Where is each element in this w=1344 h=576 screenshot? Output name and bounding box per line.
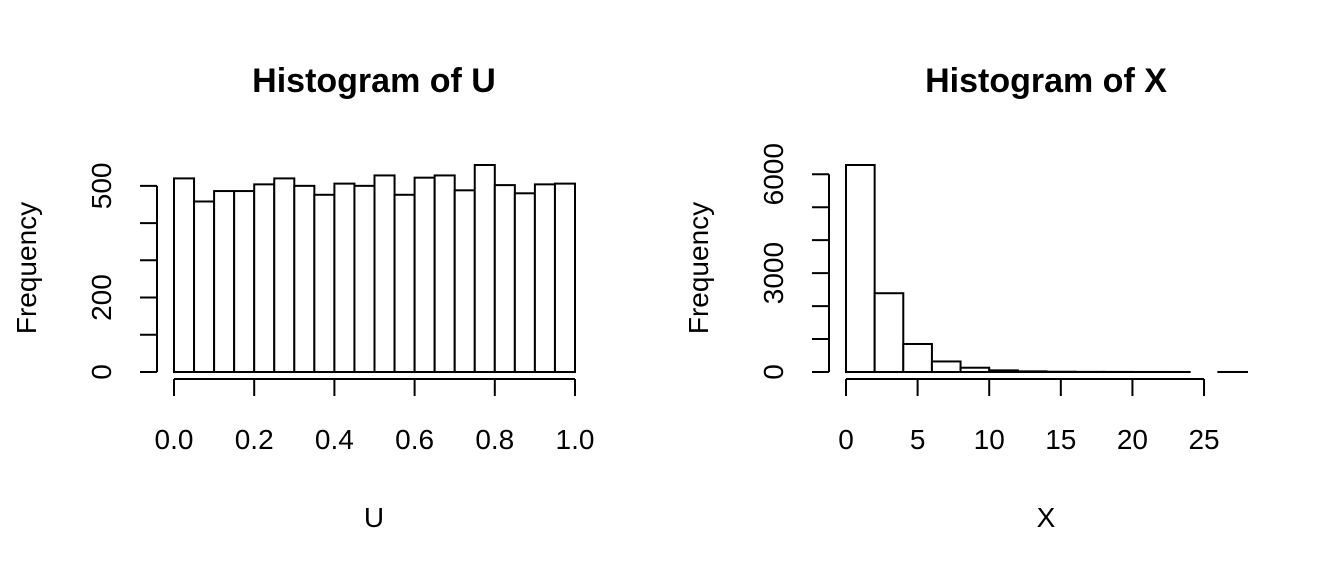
histogram-bar — [930, 360, 962, 374]
histogram-bar — [959, 366, 991, 373]
x-tick-label: 0.2 — [235, 424, 274, 455]
histogram-bar — [473, 164, 496, 373]
bars — [173, 164, 577, 373]
x-axis: 0.0 0.2 0.4 0.6 0.8 1.0 — [155, 378, 595, 455]
x-tick-label: 0.8 — [475, 424, 514, 455]
histogram-bar — [873, 292, 905, 374]
histogram-bar — [493, 184, 516, 373]
x-axis-label: X — [1037, 502, 1056, 533]
histogram-bar — [902, 342, 933, 373]
histogram-bar — [433, 174, 456, 373]
y-tick-label: 200 — [86, 274, 117, 321]
y-tick-label: 500 — [86, 162, 117, 209]
histogram-bar — [845, 164, 876, 373]
histogram-bar — [253, 183, 276, 373]
chart-title: Histogram of X — [925, 62, 1167, 100]
histogram-bar — [988, 369, 1019, 373]
histogram-bar — [413, 176, 436, 373]
x-tick-label: 0.4 — [315, 424, 354, 455]
x-axis: 0 5 10 15 20 25 — [838, 378, 1220, 455]
histogram-bar — [173, 177, 196, 373]
histogram-bar — [213, 190, 236, 373]
histogram-bar — [313, 193, 336, 373]
histogram-bar — [353, 184, 376, 373]
bars — [845, 164, 1249, 374]
histogram-bar — [1016, 370, 1048, 373]
y-tick-label: 0 — [758, 364, 789, 380]
y-axis-label: Frequency — [11, 202, 42, 334]
histogram-u-panel: Histogram of U U Frequency 0.0 0.2 0.4 0.6 0… — [11, 62, 594, 533]
histogram-bar — [373, 174, 396, 373]
chart-title: Histogram of U — [252, 62, 496, 100]
y-tick-label: 6000 — [758, 143, 789, 205]
histogram-bar — [513, 192, 536, 373]
x-tick-label: 0.6 — [395, 424, 434, 455]
histogram-x-panel: Histogram of X X Frequency 0 5 10 15 20 25 0 3… — [683, 62, 1249, 533]
x-tick-label: 5 — [910, 424, 926, 455]
histogram-bar — [333, 182, 356, 373]
x-tick-label: 20 — [1117, 424, 1148, 455]
histogram-bar — [533, 183, 556, 373]
histogram-bar — [453, 189, 476, 373]
histogram-bar — [393, 193, 416, 373]
x-tick-label: 10 — [974, 424, 1005, 455]
y-axis: 0 200 500 — [86, 162, 158, 380]
x-tick-label: 0 — [838, 424, 854, 455]
x-axis-label: U — [364, 502, 384, 533]
histogram-bar — [273, 177, 296, 373]
y-axis-label: Frequency — [683, 202, 714, 334]
x-tick-label: 15 — [1045, 424, 1076, 455]
x-tick-label: 25 — [1188, 424, 1219, 455]
y-tick-label: 3000 — [758, 242, 789, 304]
y-axis: 0 3000 6000 — [758, 143, 830, 380]
x-tick-label: 0.0 — [155, 424, 194, 455]
histogram-bar — [293, 184, 316, 373]
histogram-bar — [553, 182, 577, 373]
x-tick-label: 1.0 — [556, 424, 595, 455]
y-tick-label: 0 — [86, 364, 117, 380]
histogram-bar — [193, 200, 216, 373]
histogram-bar — [233, 190, 256, 373]
